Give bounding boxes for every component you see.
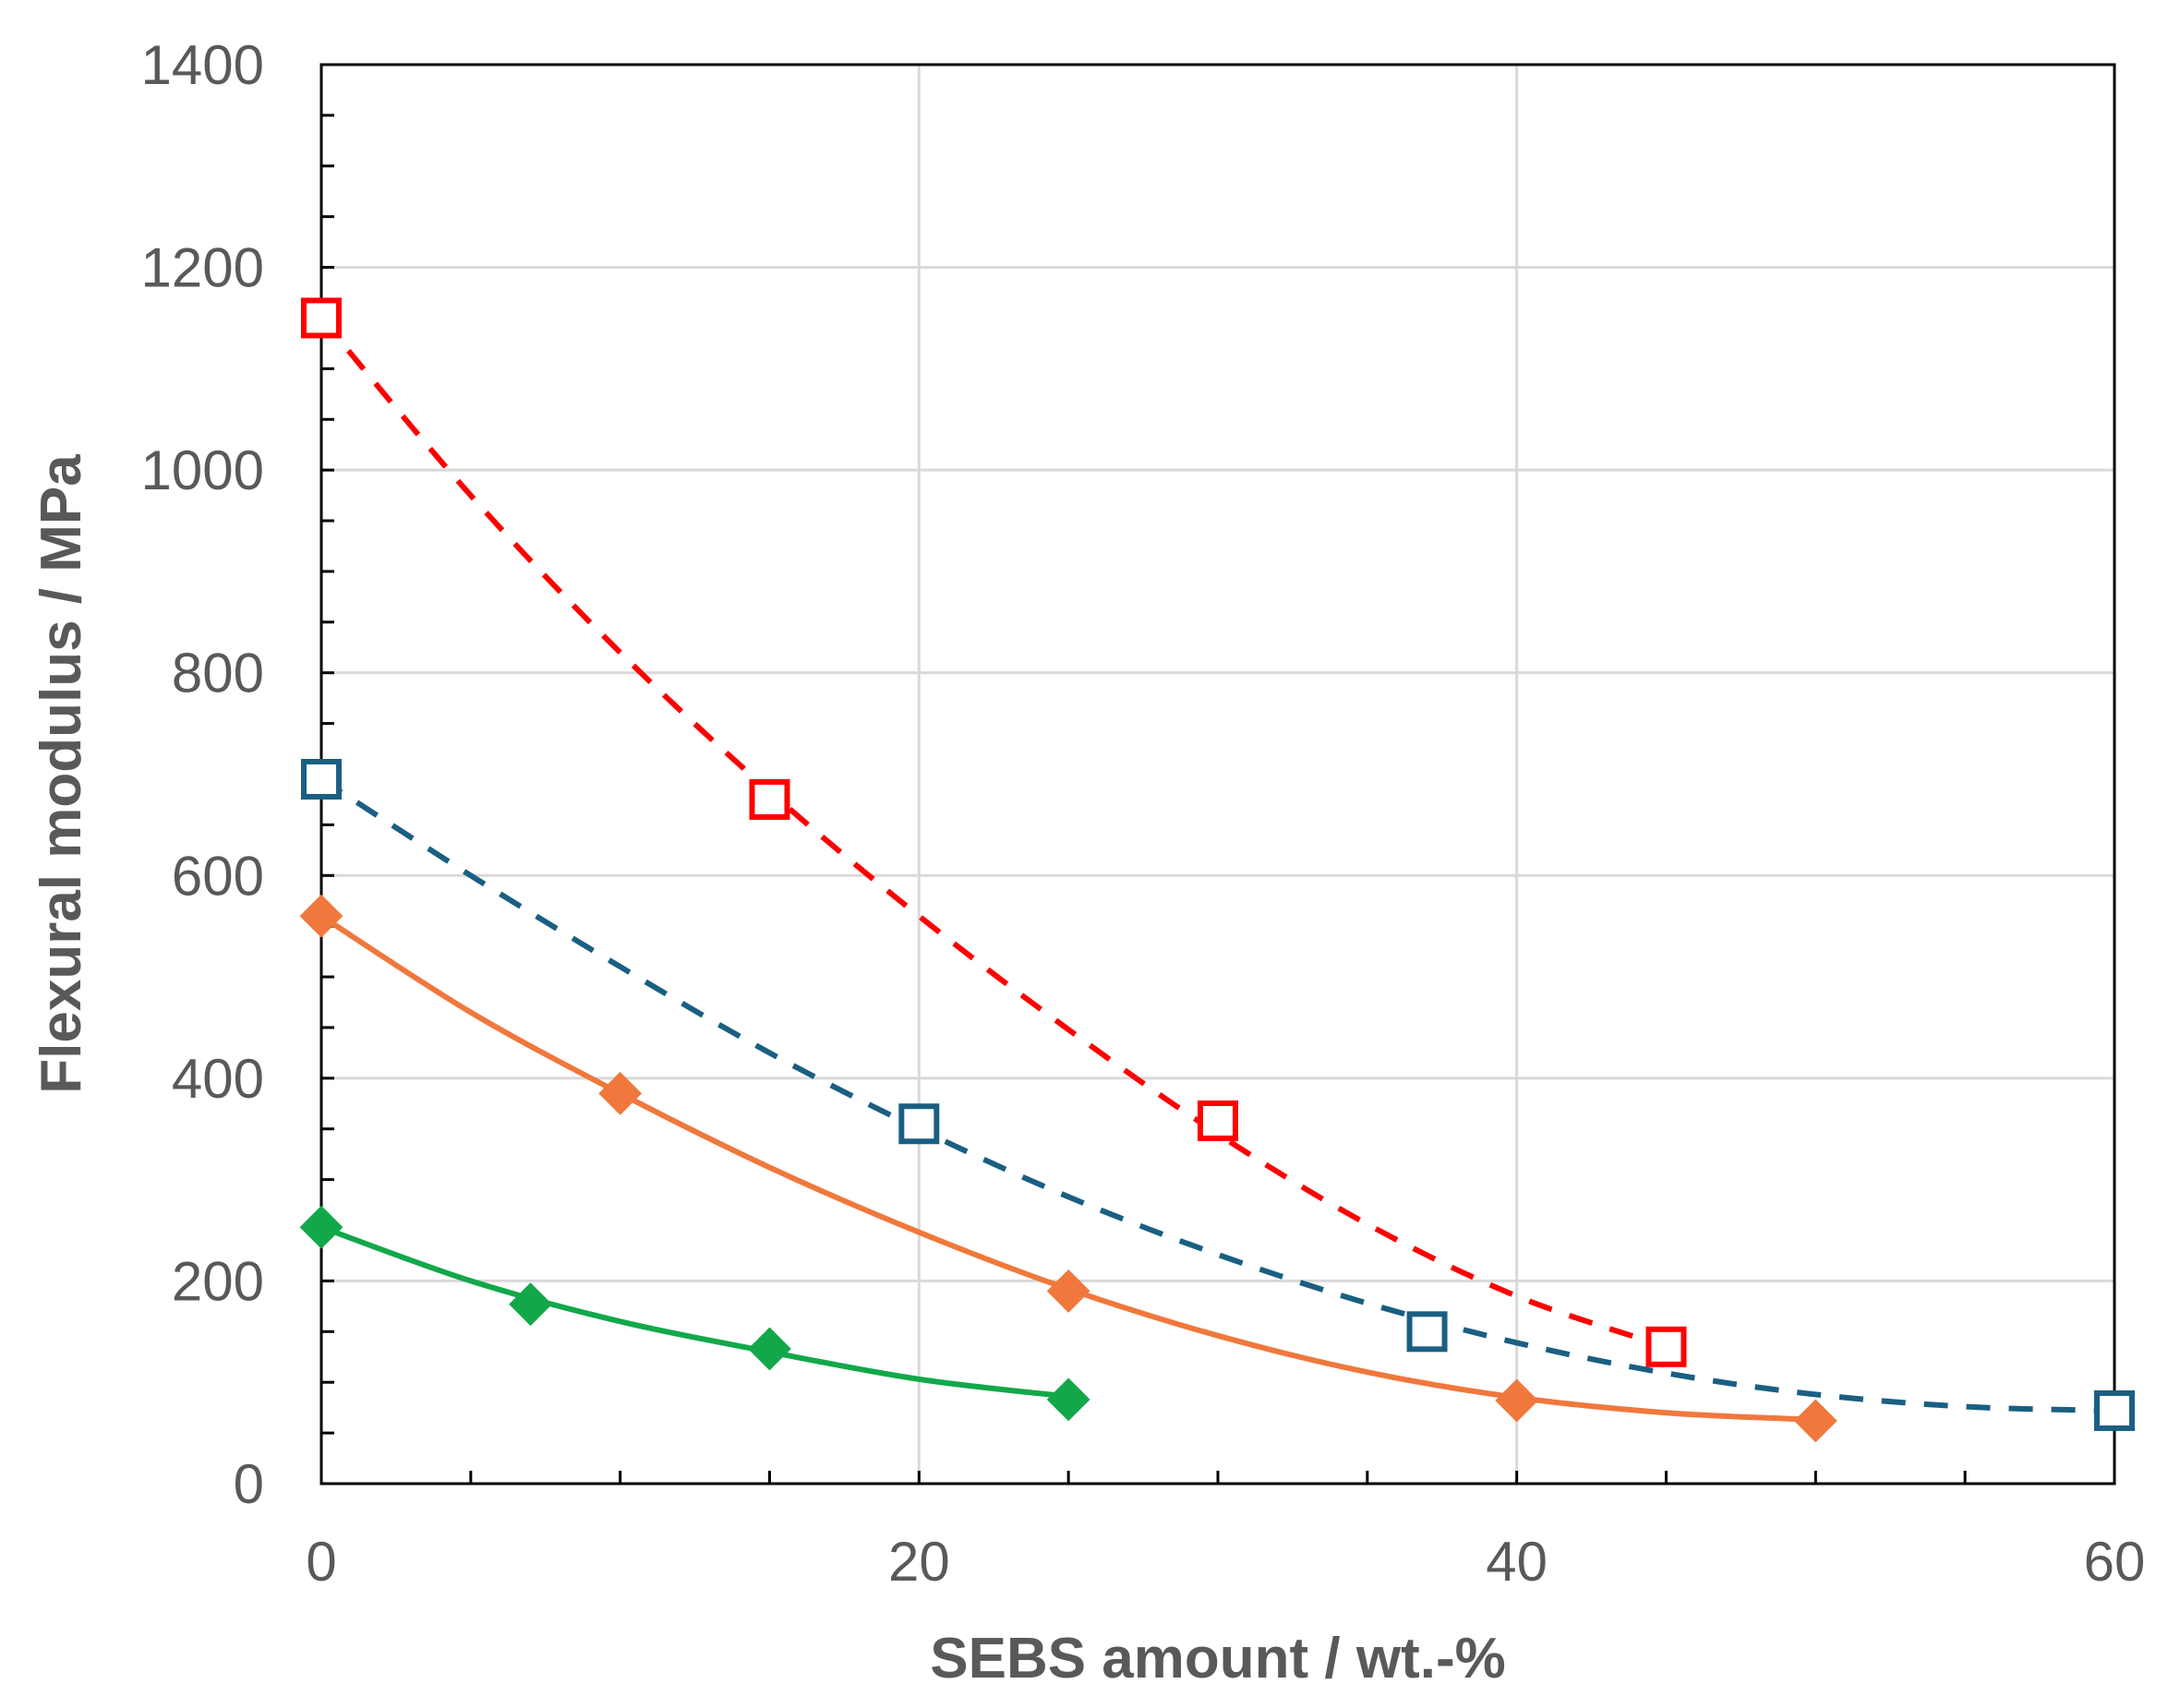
plot-area-border: [319, 63, 2116, 1485]
y-tick-label: 1400: [141, 34, 264, 96]
x-axis-title: SEBS amount / wt.-%: [930, 1627, 1505, 1690]
series-1-line: [319, 316, 1668, 1350]
series-4-point: [299, 1205, 343, 1249]
y-tick-label: 800: [172, 643, 264, 704]
series-3-point: [1495, 1378, 1539, 1423]
series-3: [299, 894, 1837, 1443]
series-2-point: [1406, 1311, 1448, 1353]
y-tick-label: 400: [172, 1048, 264, 1110]
x-tick-label: 60: [2084, 1531, 2146, 1593]
series-1: [301, 297, 1687, 1367]
series-3-line: [319, 913, 1816, 1423]
y-tick-label: 1000: [141, 439, 264, 501]
series-3-point: [598, 1071, 643, 1115]
series-3-point: [1793, 1399, 1837, 1443]
series-1-point: [1198, 1100, 1238, 1141]
axis-ticks: [321, 114, 1967, 1484]
series-1-point: [301, 297, 342, 339]
series-2: [301, 758, 2135, 1431]
x-tick-labels: 0 20 40 60: [306, 1531, 2145, 1593]
series-3-point: [299, 894, 343, 938]
plot-frame: [319, 63, 2116, 1485]
series-4-point: [509, 1282, 552, 1327]
series-2-line: [319, 776, 2115, 1413]
series-2-point: [2094, 1389, 2135, 1431]
series-4-line: [319, 1224, 1069, 1400]
y-tick-label: 1200: [141, 237, 264, 299]
x-tick-label: 40: [1486, 1531, 1548, 1593]
series-1-point: [749, 778, 790, 820]
y-tick-labels: 0 200 400 600 800 1000 1200 1400: [141, 34, 264, 1515]
series-layer: [299, 297, 2135, 1443]
y-tick-label: 0: [234, 1453, 264, 1515]
series-2-point: [301, 758, 342, 800]
y-axis-title: Flexural modulus / MPa: [30, 454, 93, 1094]
series-1-point: [1645, 1326, 1687, 1367]
grid-lines: [321, 63, 2116, 1484]
y-tick-label: 200: [172, 1250, 264, 1312]
y-tick-label: 600: [172, 845, 264, 907]
series-2-point: [898, 1103, 940, 1145]
series-4-point: [748, 1327, 791, 1371]
series-4-point: [1046, 1377, 1090, 1422]
series-3-point: [1046, 1269, 1090, 1313]
x-tick-label: 20: [888, 1531, 950, 1593]
x-tick-label: 0: [306, 1531, 336, 1593]
series-4: [299, 1205, 1090, 1422]
